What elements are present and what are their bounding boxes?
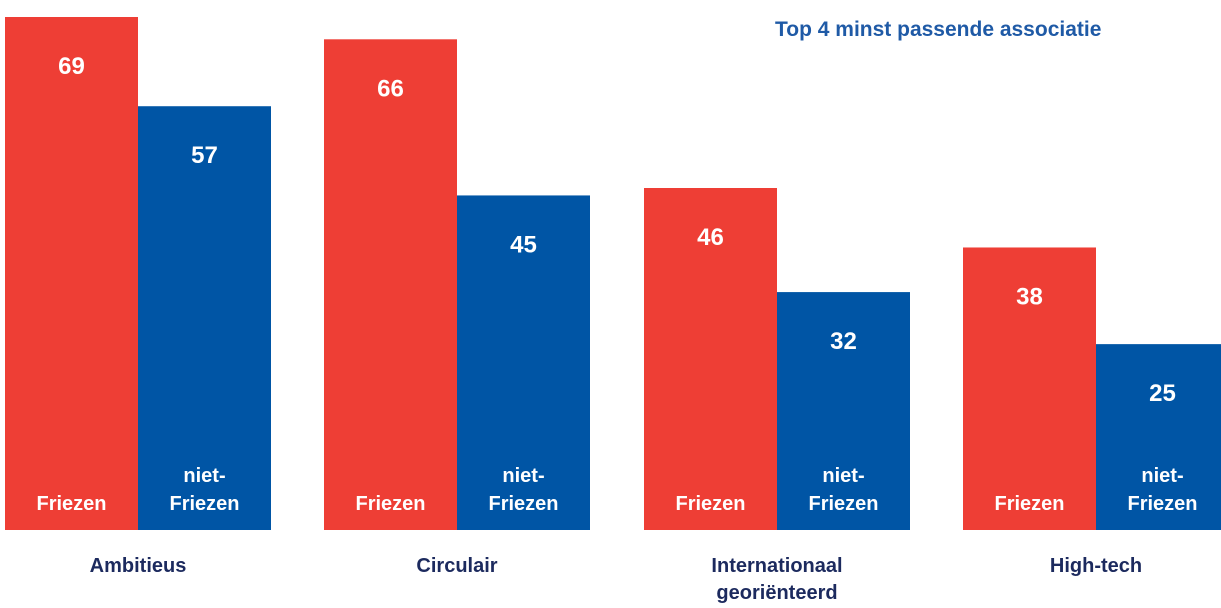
bar-friezen bbox=[5, 17, 138, 530]
bar-niet-friezen bbox=[1096, 344, 1221, 530]
data-label: 38 bbox=[1016, 283, 1043, 310]
data-label: 25 bbox=[1149, 380, 1176, 407]
series-label: Friezen bbox=[355, 493, 425, 515]
data-label: 45 bbox=[510, 231, 537, 258]
category-label: Ambitieus bbox=[90, 555, 187, 577]
data-label: 66 bbox=[377, 75, 404, 102]
data-label: 32 bbox=[830, 328, 857, 355]
bar-group-1: 66 Friezen 45 niet- Friezen Circulair bbox=[324, 39, 590, 577]
series-label: Friezen bbox=[36, 493, 106, 515]
bar-niet-friezen bbox=[777, 292, 910, 530]
series-label: niet- bbox=[1141, 465, 1183, 487]
category-label: georiënteerd bbox=[716, 582, 837, 604]
series-label: Friezen bbox=[994, 493, 1064, 515]
series-label: niet- bbox=[183, 465, 225, 487]
category-label: Internationaal bbox=[711, 555, 842, 577]
bar-friezen bbox=[644, 188, 777, 530]
chart-title: Top 4 minst passende associatie bbox=[775, 18, 1102, 41]
series-label: Friezen bbox=[808, 493, 878, 515]
data-label: 46 bbox=[697, 224, 724, 251]
data-label: 57 bbox=[191, 142, 218, 169]
series-label: niet- bbox=[502, 465, 544, 487]
bar-group-2: 46 Friezen 32 niet- Friezen Internationaal geo… bbox=[644, 188, 910, 604]
series-label: Friezen bbox=[675, 493, 745, 515]
series-label: Friezen bbox=[488, 493, 558, 515]
series-label: niet- bbox=[822, 465, 864, 487]
category-label: Circulair bbox=[416, 555, 497, 577]
series-label: Friezen bbox=[1127, 493, 1197, 515]
bar-niet-friezen bbox=[138, 106, 271, 530]
data-label: 69 bbox=[58, 53, 85, 80]
category-label: High-tech bbox=[1050, 555, 1142, 577]
bar-group-0: 69 Friezen 57 niet- Friezen Ambitieus bbox=[5, 17, 271, 577]
bar-group-3: 38 Friezen 25 niet- Friezen High-tech bbox=[963, 247, 1221, 577]
bar-friezen bbox=[324, 39, 457, 530]
series-label: Friezen bbox=[169, 493, 239, 515]
bar-friezen bbox=[963, 247, 1096, 530]
bar-niet-friezen bbox=[457, 195, 590, 530]
